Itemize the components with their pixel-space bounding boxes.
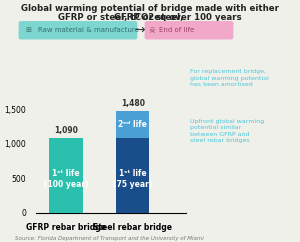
Text: ⊞: ⊞	[26, 27, 32, 33]
Text: →: →	[134, 24, 145, 37]
Text: 1ˢᵗ life
(75 year): 1ˢᵗ life (75 year)	[113, 169, 152, 189]
Y-axis label: Ton: Ton	[0, 146, 2, 159]
Text: 1ˢᵗ life
(100 year): 1ˢᵗ life (100 year)	[44, 169, 88, 189]
Text: GFRP or steel, tCO2eq over 100 years: GFRP or steel, tCO2eq over 100 years	[58, 13, 242, 22]
Text: Global warming potential of bridge made with either: Global warming potential of bridge made …	[21, 4, 279, 13]
Text: Upfront global warming
potential similar
between GFRP and
steel rebar bridges: Upfront global warming potential similar…	[190, 119, 265, 143]
Bar	[116, 138, 149, 213]
Text: ☠: ☠	[148, 26, 155, 35]
Text: 2ⁿᵈ life: 2ⁿᵈ life	[118, 120, 147, 129]
Text: End of life: End of life	[159, 27, 194, 33]
Text: Raw material & manufacture: Raw material & manufacture	[38, 27, 138, 33]
Bar	[116, 111, 149, 138]
Text: GFRP or steel,: GFRP or steel,	[114, 13, 186, 22]
Text: Source: Florida Department of Transport and the University of Miami: Source: Florida Department of Transport …	[15, 236, 204, 241]
Text: For replacement bridge,
global warming potential
has been amortised: For replacement bridge, global warming p…	[190, 69, 269, 87]
Text: 1,090: 1,090	[54, 126, 78, 135]
Text: 1,480: 1,480	[121, 99, 145, 108]
Bar	[49, 138, 83, 213]
